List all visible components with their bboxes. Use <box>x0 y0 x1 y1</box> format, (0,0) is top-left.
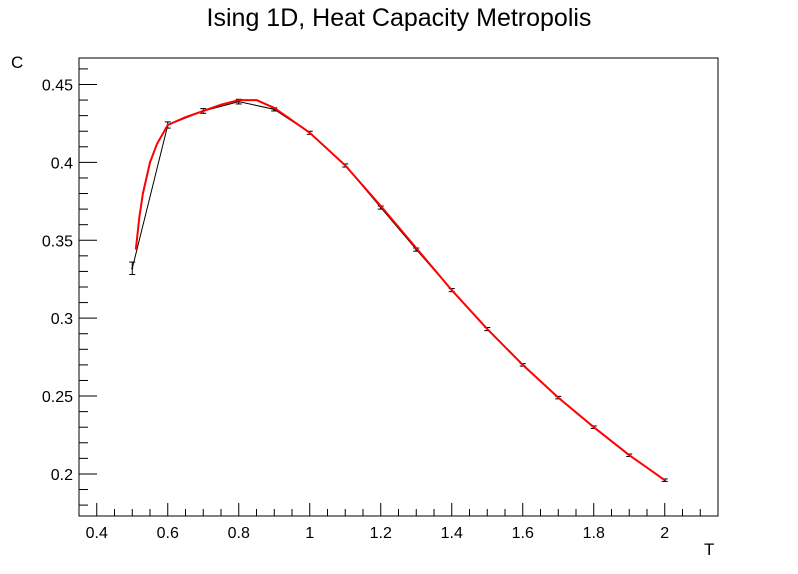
x-tick-label: 2 <box>660 525 669 542</box>
plot-frame <box>78 57 719 517</box>
x-tick-label: 1.6 <box>512 525 534 542</box>
y-axis-label: C <box>11 53 24 72</box>
chart-title: Ising 1D, Heat Capacity Metropolis <box>206 4 592 32</box>
fit-line <box>134 99 666 482</box>
x-tick-label: 1.8 <box>583 525 605 542</box>
x-tick-label: 0.6 <box>157 525 179 542</box>
data-line <box>131 101 666 481</box>
x-tick-label: 0.8 <box>228 525 250 542</box>
x-tick-label: 1.2 <box>370 525 392 542</box>
x-tick-label: 1 <box>305 525 314 542</box>
y-tick-label: 0.2 <box>51 467 73 484</box>
x-axis-label: T <box>704 540 715 559</box>
y-tick-label: 0.25 <box>42 389 73 406</box>
x-tick-label: 1.4 <box>441 525 463 542</box>
x-tick-label: 0.4 <box>86 525 108 542</box>
data-point <box>131 267 134 270</box>
y-tick-label: 0.3 <box>51 311 73 328</box>
y-tick-label: 0.4 <box>51 155 73 172</box>
y-tick-label: 0.45 <box>42 77 73 94</box>
y-tick-label: 0.35 <box>42 233 73 250</box>
